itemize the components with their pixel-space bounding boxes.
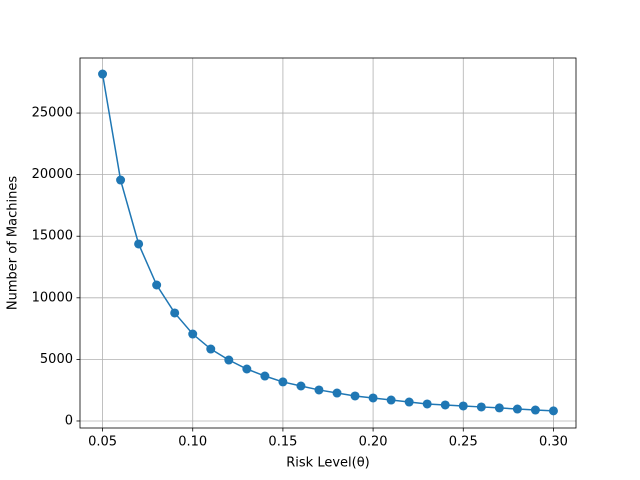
y-tick-label: 15000	[32, 229, 73, 244]
data-point	[314, 385, 324, 395]
data-point	[422, 399, 432, 409]
data-point	[152, 280, 162, 290]
x-tick-label: 0.10	[178, 435, 207, 450]
data-point	[494, 403, 504, 413]
data-point	[260, 371, 270, 381]
x-tick-label: 0.15	[268, 435, 297, 450]
data-point	[206, 344, 216, 354]
data-point	[368, 393, 378, 403]
data-point	[116, 175, 126, 185]
x-tick-label: 0.05	[88, 435, 117, 450]
data-point	[224, 355, 234, 365]
y-axis-label: Number of Machines	[6, 176, 21, 310]
data-point	[386, 395, 396, 405]
data-point	[296, 381, 306, 391]
data-point	[512, 404, 522, 414]
y-tick-label: 10000	[32, 290, 73, 305]
data-point	[188, 329, 198, 339]
data-point	[134, 239, 144, 249]
data-point	[278, 377, 288, 387]
data-line	[101, 73, 554, 412]
y-tick-label: 5000	[40, 352, 73, 367]
data-point	[332, 388, 342, 398]
data-point	[170, 308, 180, 318]
x-tick-label: 0.25	[449, 435, 478, 450]
data-point	[458, 401, 468, 411]
data-point	[242, 364, 252, 374]
x-tick-label: 0.20	[359, 435, 388, 450]
data-point	[98, 69, 108, 79]
data-point	[548, 406, 558, 416]
data-point	[476, 402, 486, 412]
x-tick-label: 0.30	[539, 435, 568, 450]
y-tick-label: 25000	[32, 106, 73, 121]
data-point	[404, 397, 414, 407]
data-point	[530, 405, 540, 415]
plot-frame	[79, 57, 577, 429]
y-tick-label: 0	[65, 413, 73, 428]
data-point	[350, 391, 360, 401]
y-tick-label: 20000	[32, 167, 73, 182]
data-point	[440, 400, 450, 410]
x-axis-label: Risk Level(θ)	[286, 456, 370, 471]
